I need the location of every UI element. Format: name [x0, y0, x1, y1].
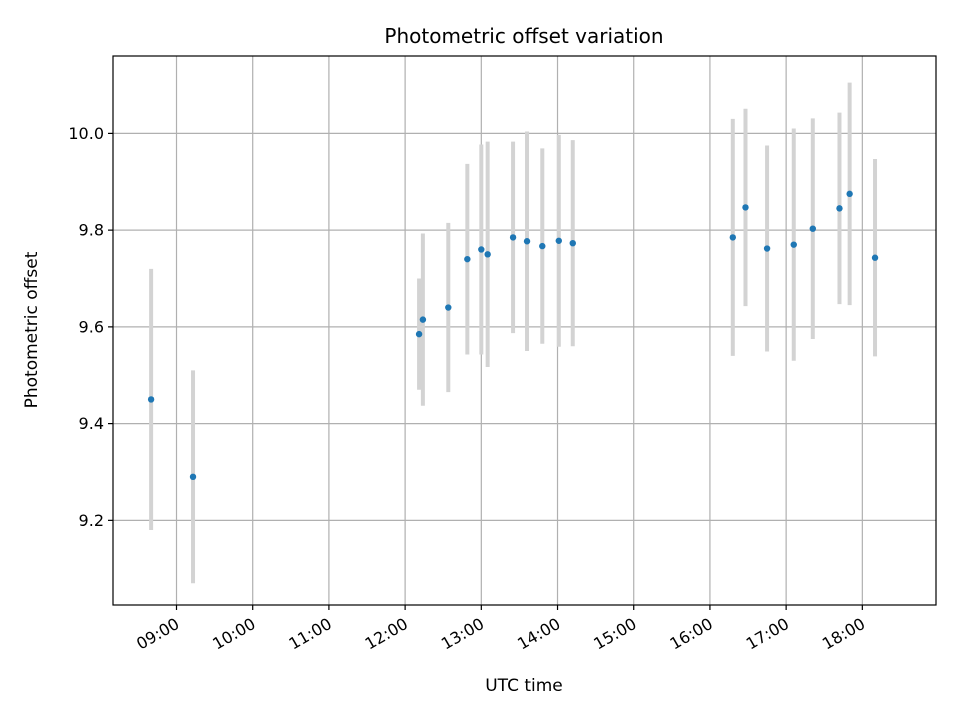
data-point [523, 238, 531, 245]
data-point [871, 254, 879, 261]
y-tick-label: 9.4 [79, 414, 104, 433]
x-tick-label: 11:00 [285, 614, 334, 654]
data-point [836, 205, 843, 212]
x-axis-label: UTC time [485, 676, 563, 696]
x-tick-label: 15:00 [590, 614, 639, 654]
plot-frame [112, 55, 937, 606]
x-tick-label: 18:00 [819, 614, 868, 654]
data-point [809, 225, 817, 232]
data-point [415, 330, 423, 338]
data-point [509, 234, 517, 241]
x-tick-label: 14:00 [514, 614, 563, 654]
x-axis-ticks: 09:00 10:00 11:00 12:00 13:00 14:00 15:00 16:00… [133, 605, 868, 654]
chart-title: Photometric offset variation [384, 24, 663, 48]
x-tick-label: 13:00 [438, 614, 487, 654]
data-point [569, 239, 576, 247]
x-tick-label: 10:00 [209, 614, 258, 654]
y-tick-label: 9.2 [79, 511, 104, 530]
y-tick-label: 9.8 [79, 221, 104, 240]
data-point [484, 251, 491, 258]
data-point [445, 304, 452, 311]
data-point [147, 396, 155, 403]
x-tick-label: 17:00 [743, 614, 792, 654]
data-point [846, 190, 853, 198]
y-tick-label: 10.0 [68, 124, 104, 143]
data-points [147, 190, 879, 481]
data-point [419, 316, 427, 323]
data-point [763, 245, 771, 252]
x-tick-label: 16:00 [666, 614, 715, 654]
data-point [555, 237, 562, 244]
y-axis-ticks: 9.2 9.4 9.6 9.8 10.0 [68, 124, 113, 530]
data-point [464, 255, 471, 263]
error-bars [149, 82, 878, 584]
data-point [478, 246, 485, 253]
data-point [189, 473, 197, 481]
y-tick-label: 9.6 [79, 317, 104, 336]
x-tick-label: 09:00 [133, 614, 182, 654]
data-point [742, 204, 749, 211]
data-point [790, 241, 797, 248]
data-point [729, 234, 736, 241]
x-tick-label: 12:00 [362, 614, 411, 654]
y-axis-label: Photometric offset [22, 251, 42, 408]
data-point [539, 242, 546, 250]
